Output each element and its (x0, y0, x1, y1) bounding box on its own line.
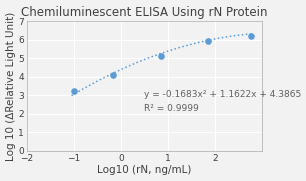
Point (110, 74, 115, 77)
Point (71, 90, 76, 93)
Title: Chemiluminescent ELISA Using rN Protein: Chemiluminescent ELISA Using rN Protein (21, 6, 267, 19)
Y-axis label: Log 10 (ΔRelative Light Unit): Log 10 (ΔRelative Light Unit) (6, 11, 16, 161)
Point (158, 55, 163, 58)
Text: y = -0.1683x² + 1.1622x + 4.3865
R² = 0.9999: y = -0.1683x² + 1.1622x + 4.3865 R² = 0.… (144, 90, 302, 113)
X-axis label: Log10 (rN, ng/mL): Log10 (rN, ng/mL) (97, 165, 192, 175)
Point (205, 39, 210, 42)
Point (248, 34, 253, 37)
